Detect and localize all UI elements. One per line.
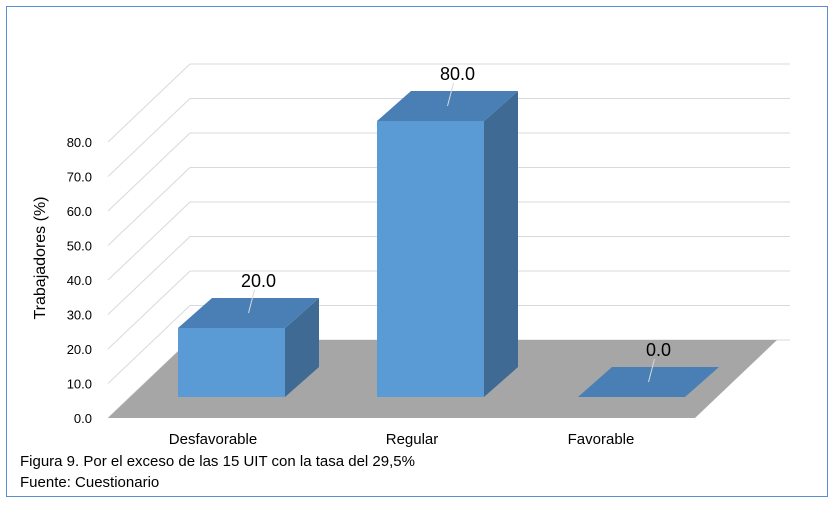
data-label: 20.0 xyxy=(241,271,276,291)
gridline-diagonal xyxy=(107,201,191,281)
gridline-diagonal xyxy=(107,63,191,143)
bar-front xyxy=(178,328,285,397)
gridline-diagonal xyxy=(107,236,191,315)
y-tick-label: 10.0 xyxy=(67,377,92,392)
gridline-diagonal xyxy=(107,270,191,350)
y-tick-label: 0.0 xyxy=(74,411,92,426)
bar-front xyxy=(377,121,484,397)
bar-side xyxy=(285,298,319,397)
y-axis-title: Trabajadores (%) xyxy=(32,196,49,319)
data-label: 80.0 xyxy=(440,64,475,84)
y-tick-label: 80.0 xyxy=(67,135,92,150)
gridline-diagonal xyxy=(107,305,191,384)
figure-source: Fuente: Cuestionario xyxy=(20,474,160,491)
category-label: Favorable xyxy=(568,431,635,448)
y-axis-ticks: 0.0 10.0 20.0 30.0 40.0 50.0 60.0 70.0 80.0 xyxy=(67,135,92,426)
gridline-diagonal xyxy=(107,132,191,212)
leader-line xyxy=(648,358,655,383)
x-axis-categories: Desfavorable Regular Favorable xyxy=(169,431,635,448)
y-tick-label: 20.0 xyxy=(67,342,92,357)
y-tick-label: 50.0 xyxy=(67,239,92,254)
y-tick-label: 40.0 xyxy=(67,273,92,288)
y-tick-label: 70.0 xyxy=(67,170,92,185)
y-tick-label: 60.0 xyxy=(67,204,92,219)
y-tick-label: 30.0 xyxy=(67,308,92,323)
gridline-diagonal xyxy=(107,167,191,246)
bar-regular xyxy=(377,91,518,397)
data-labels: 20.0 80.0 0.0 xyxy=(241,64,671,383)
leader-line xyxy=(447,82,454,107)
bar-side xyxy=(484,91,518,397)
data-label: 0.0 xyxy=(646,340,671,360)
figure-caption: Figura 9. Por el exceso de las 15 UIT co… xyxy=(20,453,415,470)
gridline-diagonal xyxy=(107,98,191,177)
category-label: Regular xyxy=(386,431,439,448)
category-label: Desfavorable xyxy=(169,431,257,448)
leader-line xyxy=(248,289,255,314)
